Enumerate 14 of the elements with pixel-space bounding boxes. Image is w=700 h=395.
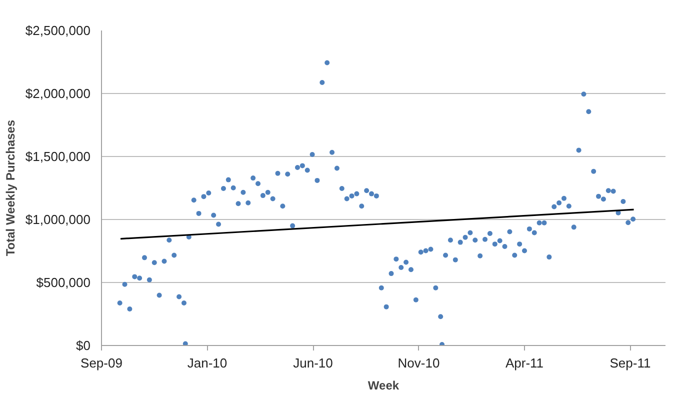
y-tick-label: $1,500,000 (25, 149, 91, 164)
y-tick-label: $500,000 (36, 275, 91, 290)
x-tick-label: Sep-09 (80, 356, 122, 370)
x-tick-label: Apr-11 (505, 356, 544, 370)
y-tick-label: $2,500,000 (25, 23, 91, 38)
y-tick-label: $0 (76, 338, 91, 353)
x-tick-label: Jan-10 (187, 356, 228, 370)
y-tick-label: $2,000,000 (25, 86, 91, 101)
y-axis-title: Total Weekly Purchases (3, 120, 18, 256)
x-tick-label: Nov-10 (398, 356, 440, 370)
x-tick-label: Jun-10 (293, 356, 333, 370)
x-tick-label: Sep-11 (610, 356, 651, 370)
y-tick-label: $1,000,000 (25, 212, 91, 227)
x-axis-title: Week (368, 378, 400, 392)
